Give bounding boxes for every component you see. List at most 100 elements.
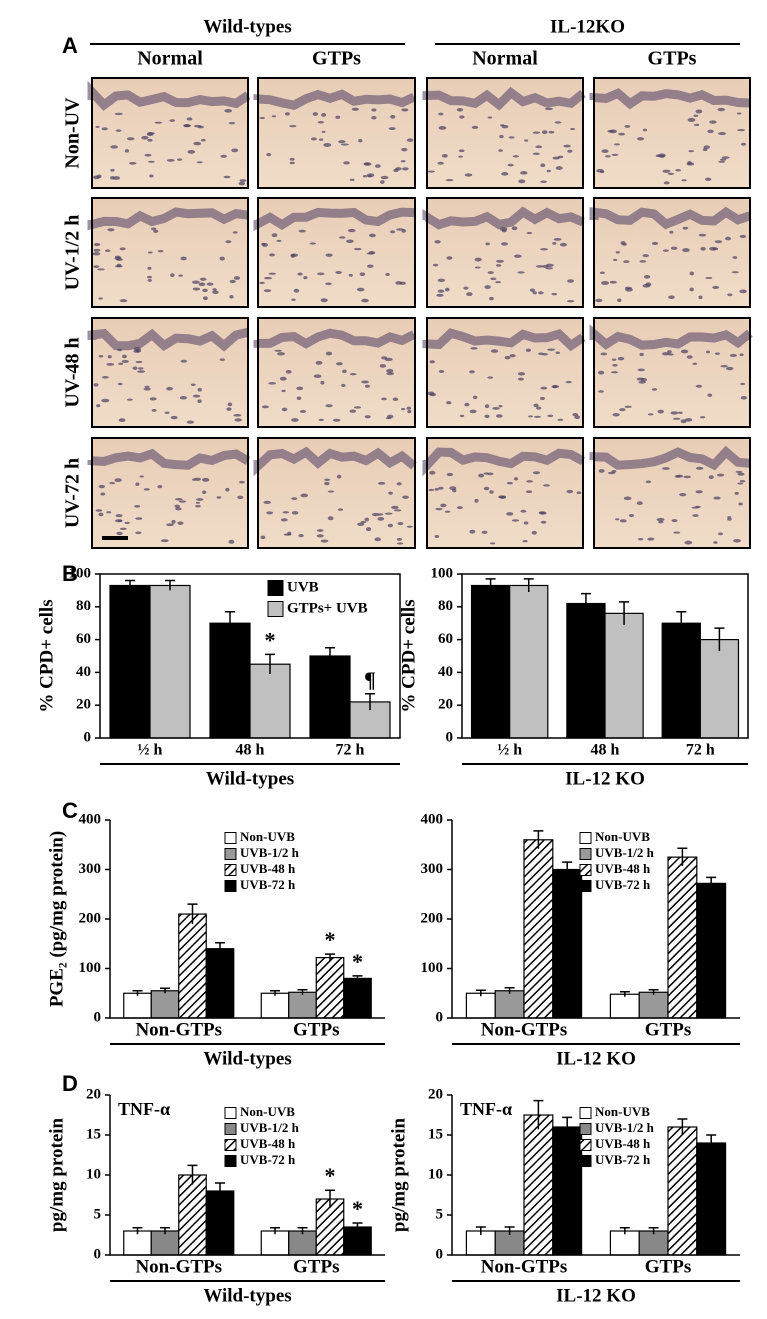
legend-swatch	[224, 1107, 237, 1119]
nucleus	[731, 271, 740, 274]
image-frame	[593, 77, 751, 189]
nucleus	[535, 265, 544, 268]
histology-image	[87, 437, 251, 549]
nucleus	[597, 370, 605, 375]
nucleus	[289, 157, 295, 161]
nucleus	[219, 256, 225, 261]
nucleus	[595, 298, 603, 303]
y-tick-label: 0	[436, 1009, 444, 1025]
nucleus	[700, 416, 706, 419]
nucleus	[636, 377, 645, 381]
nucleus	[277, 352, 285, 356]
nucleus	[487, 271, 494, 275]
nucleus	[365, 527, 372, 532]
nucleus	[614, 143, 621, 146]
inset-label: TNF-α	[118, 1099, 170, 1119]
nucleus	[192, 394, 201, 398]
bar	[109, 584, 151, 739]
nucleus	[202, 296, 208, 301]
image-frame	[91, 317, 249, 428]
nucleus	[384, 512, 393, 515]
bar	[699, 638, 740, 739]
nucleus	[384, 357, 393, 362]
nucleus	[727, 517, 732, 521]
nucleus	[228, 122, 236, 125]
nucleus	[388, 491, 393, 495]
nucleus	[452, 488, 457, 493]
nucleus	[239, 179, 247, 182]
nucleus	[387, 523, 394, 528]
nucleus	[456, 506, 463, 510]
nucleus	[695, 490, 703, 494]
nucleus	[346, 239, 354, 244]
nucleus	[317, 121, 325, 124]
nucleus	[369, 233, 376, 238]
nucleus	[348, 273, 353, 277]
legend-label: Non-UVB	[595, 1104, 650, 1119]
bar	[260, 992, 290, 1019]
nucleus	[325, 404, 333, 408]
bar	[205, 948, 235, 1019]
nucleus	[739, 234, 747, 239]
nucleus	[614, 518, 620, 521]
nucleus	[401, 229, 407, 233]
nucleus	[122, 354, 127, 359]
nucleus	[356, 287, 365, 292]
x-group-label: Wild-types	[206, 768, 294, 789]
nucleus	[600, 352, 608, 356]
nucleus	[520, 509, 527, 513]
bar	[209, 622, 251, 739]
nucleus	[226, 407, 232, 411]
nucleus	[342, 369, 347, 374]
nucleus	[501, 124, 509, 129]
nucleus	[504, 355, 511, 360]
x-tick-label: Non-GTPs	[135, 1019, 222, 1040]
x-tick-label: 72 h	[336, 742, 365, 759]
y-tick-label: 0	[436, 1246, 444, 1262]
nucleus	[175, 497, 183, 501]
nucleus	[325, 282, 332, 286]
bar	[523, 1114, 554, 1256]
nucleus	[392, 397, 399, 402]
nucleus	[555, 351, 560, 355]
nucleus	[271, 233, 278, 238]
nucleus	[695, 505, 701, 508]
nucleus	[325, 253, 333, 257]
nucleus	[484, 404, 490, 409]
nucleus	[157, 249, 164, 253]
nucleus	[212, 288, 217, 291]
nucleus	[169, 119, 176, 122]
nucleus	[312, 112, 318, 116]
nucleus	[135, 531, 142, 535]
nucleus	[567, 279, 575, 283]
y-tick-label: 200	[421, 910, 444, 926]
nucleus	[624, 286, 632, 290]
nucleus	[206, 282, 214, 286]
nucleus	[202, 288, 208, 293]
nucleus	[407, 410, 412, 414]
nucleus	[147, 279, 152, 282]
nucleus	[698, 233, 707, 237]
bar	[343, 1226, 372, 1256]
nucleus	[489, 296, 494, 301]
nucleus	[289, 161, 295, 165]
error-bar	[160, 1227, 170, 1235]
nucleus	[347, 228, 356, 233]
nucleus	[474, 266, 481, 269]
nucleus	[291, 511, 299, 515]
nucleus	[532, 131, 541, 134]
nucleus	[533, 403, 539, 408]
nucleus	[266, 153, 272, 157]
nucleus	[349, 178, 355, 182]
legend-swatch	[224, 848, 237, 860]
nucleus	[463, 286, 469, 290]
error-bar	[677, 847, 688, 867]
nucleus	[725, 366, 734, 371]
image-bg	[92, 318, 248, 427]
nucleus	[740, 142, 747, 146]
nucleus	[260, 535, 266, 540]
bar	[309, 655, 351, 739]
annotation: ¶	[364, 667, 376, 692]
legend-swatch	[579, 1123, 592, 1135]
legend-swatch	[579, 1107, 592, 1119]
